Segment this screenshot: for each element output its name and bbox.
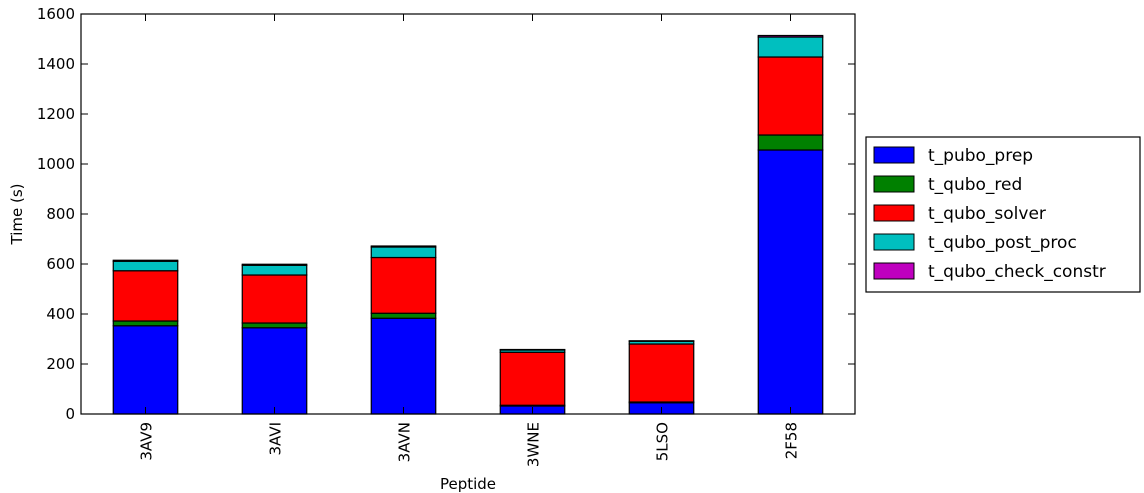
y-tick-label: 200 (46, 355, 75, 373)
y-tick-label: 1600 (37, 5, 75, 23)
bar-segment-t_qubo_post_proc-3avn (370, 246, 437, 259)
y-tick-label: 600 (46, 255, 75, 273)
legend-label-t_qubo_post_proc: t_qubo_post_proc (928, 233, 1077, 253)
bar-segment-t_qubo_red-2f58 (757, 134, 824, 151)
legend: t_pubo_prep t_qubo_red t_qubo_solver t_qubo… (865, 136, 1141, 293)
legend-label-t_pubo_prep: t_pubo_prep (928, 146, 1033, 166)
legend-swatch-t_qubo_solver (873, 204, 915, 222)
bar-segment-t_pubo_prep-3avi (241, 327, 308, 415)
legend-swatch-t_qubo_red (873, 175, 915, 193)
legend-label-t_qubo_check_constr: t_qubo_check_constr (928, 262, 1106, 282)
x-tick-label-3avi: 3AVI (267, 422, 285, 456)
bar-segment-t_qubo_solver-3av9 (112, 270, 179, 322)
bar-segment-t_qubo_check_constr-3avn (370, 245, 437, 248)
legend-swatch-t_qubo_check_constr (873, 262, 915, 280)
bar-segment-t_qubo_check_constr-3av9 (112, 259, 179, 262)
bar-segment-t_qubo_red-3avn (370, 312, 437, 319)
bar-segment-t_qubo_check_constr-3avi (241, 263, 308, 266)
bar-segment-t_qubo_solver-3avi (241, 274, 308, 324)
plot-frame (80, 13, 856, 415)
y-tick-label: 0 (65, 405, 75, 423)
bar-segment-t_qubo_check_constr-2f58 (757, 34, 824, 38)
bars-layer (112, 34, 824, 415)
bar-segment-t_pubo_prep-3av9 (112, 325, 179, 415)
bar-segment-t_qubo_post_proc-2f58 (757, 36, 824, 58)
bar-segment-t_qubo_post_proc-3avi (241, 264, 308, 276)
bar-segment-t_qubo_red-3avi (241, 322, 308, 329)
bar-segment-t_qubo_solver-3avn (370, 256, 437, 314)
axes-layer: 0 200 400 600 800 1000 1200 1400 1600 3AV9 3AVI 3AV… (37, 5, 856, 467)
x-tick-label-5lso: 5LSO (654, 422, 672, 461)
x-tick-label-3wne: 3WNE (525, 422, 543, 467)
bar-segment-t_qubo_check_constr-5lso (628, 340, 695, 342)
bar-segment-t_pubo_prep-3avn (370, 317, 437, 415)
bar-segment-t_qubo_solver-3wne (499, 351, 566, 406)
legend-swatch-t_pubo_prep (873, 146, 915, 164)
bar-segment-t_qubo_solver-2f58 (757, 56, 824, 136)
y-tick-label: 1000 (37, 155, 75, 173)
y-tick-label: 800 (46, 205, 75, 223)
bar-segment-t_qubo_red-3av9 (112, 320, 179, 327)
x-axis-label: Peptide (440, 475, 496, 493)
y-tick-label: 400 (46, 305, 75, 323)
x-tick-label-2f58: 2F58 (783, 422, 801, 459)
y-axis-label: Time (s) (8, 184, 26, 246)
legend-label-t_qubo_solver: t_qubo_solver (928, 204, 1046, 224)
legend-swatch-t_qubo_post_proc (873, 233, 915, 251)
x-tick-label-3avn: 3AVN (396, 422, 414, 462)
x-tick-label-3av9: 3AV9 (138, 422, 156, 461)
bar-segment-t_qubo_post_proc-3av9 (112, 260, 179, 272)
y-tick-label: 1400 (37, 55, 75, 73)
bar-segment-t_pubo_prep-2f58 (757, 149, 824, 415)
legend-label-t_qubo_red: t_qubo_red (928, 175, 1022, 195)
bar-segment-t_qubo_check_constr-3wne (499, 348, 566, 351)
y-tick-label: 1200 (37, 105, 75, 123)
bar-segment-t_qubo_solver-5lso (628, 343, 695, 403)
